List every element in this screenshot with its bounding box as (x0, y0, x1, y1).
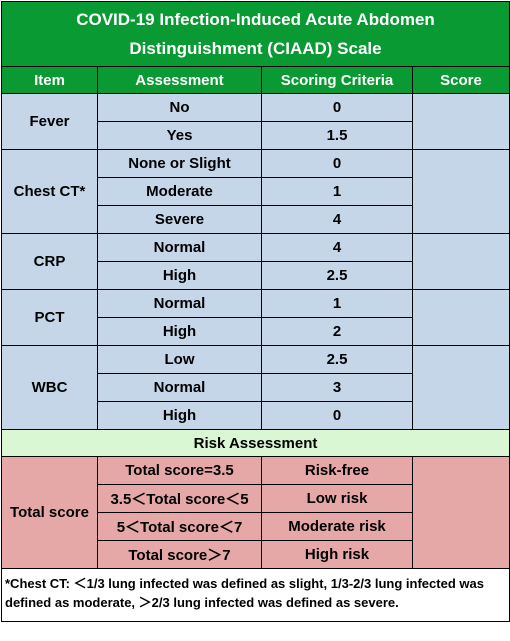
risk-header-row: Risk Assessment (0, 429, 510, 457)
criteria-cell: 2 (261, 317, 413, 346)
item-cell: Chest CT* (1, 149, 98, 234)
table-row: Severe 4 (2, 205, 510, 234)
score-cell (411, 93, 510, 150)
risk-assessment-header: Risk Assessment (0, 429, 510, 457)
item-cell: WBC (1, 345, 98, 430)
assessment-cell: Normal (97, 373, 262, 402)
score-cell (411, 345, 510, 430)
assessment-cell: Normal (97, 233, 262, 262)
table-row: CRP Normal 4 (1, 233, 510, 290)
table-row: High 0 (2, 401, 510, 430)
item-cell: PCT (1, 289, 98, 346)
table-row: Chest CT* None or Slight 0 (1, 149, 510, 234)
risk-level-cell: Low risk (261, 484, 413, 513)
title-line-2: Distinguishment (CIAAD) Scale (129, 39, 382, 58)
assessment-cell: No (97, 93, 262, 122)
table-row: High 2 (2, 317, 510, 346)
risk-row: Total score＞7 High risk (2, 540, 510, 569)
score-range-cell: 3.5＜Total score＜5 (97, 484, 262, 513)
assessment-cell: Low (97, 345, 262, 374)
header-item: Item (1, 66, 98, 94)
table-row: WBC Low 2.5 (1, 345, 510, 430)
ciaad-scale-table: COVID-19 Infection-Induced Acute Abdomen… (0, 1, 510, 622)
criteria-cell: 1 (261, 177, 413, 206)
assessment-cell: High (97, 261, 262, 290)
criteria-cell: 1.5 (261, 121, 413, 150)
item-cell: CRP (1, 233, 98, 290)
criteria-cell: 0 (261, 149, 413, 178)
assessment-cell: High (97, 317, 262, 346)
assessment-cell: Normal (97, 289, 262, 318)
table-row: Yes 1.5 (2, 121, 510, 150)
assessment-cell: Moderate (97, 177, 262, 206)
table-row: PCT Normal 1 (1, 289, 510, 346)
header-scoring-criteria: Scoring Criteria (261, 66, 413, 94)
criteria-cell: 4 (261, 233, 413, 262)
footnote-row: *Chest CT: ＜1/3 lung infected was define… (0, 568, 510, 622)
assessment-cell: None or Slight (97, 149, 262, 178)
table-row: High 2.5 (2, 261, 510, 290)
criteria-cell: 2.5 (261, 345, 413, 374)
table-row: Normal 3 (2, 373, 510, 402)
criteria-cell: 0 (261, 93, 413, 122)
risk-level-cell: High risk (261, 540, 413, 569)
table-title: COVID-19 Infection-Induced Acute Abdomen… (0, 1, 510, 67)
criteria-cell: 2.5 (261, 261, 413, 290)
risk-level-cell: Moderate risk (261, 512, 413, 541)
table-row: Fever No 0 (1, 93, 510, 150)
score-range-cell: 5＜Total score＜7 (97, 512, 262, 541)
risk-row: 5＜Total score＜7 Moderate risk (2, 512, 510, 541)
risk-row: Total score Total score=3.5 Risk-free (1, 456, 510, 569)
total-score-label: Total score (1, 456, 98, 569)
footnote: *Chest CT: ＜1/3 lung infected was define… (0, 568, 510, 622)
assessment-cell: Severe (97, 205, 262, 234)
title-line-1: COVID-19 Infection-Induced Acute Abdomen (76, 10, 435, 29)
criteria-cell: 0 (261, 401, 413, 430)
risk-level-cell: Risk-free (261, 456, 413, 485)
criteria-cell: 4 (261, 205, 413, 234)
score-cell (411, 289, 510, 346)
assessment-cell: High (97, 401, 262, 430)
assessment-cell: Yes (97, 121, 262, 150)
header-row: Item Assessment Scoring Criteria Score (1, 66, 510, 94)
criteria-cell: 1 (261, 289, 413, 318)
item-cell: Fever (1, 93, 98, 150)
header-score: Score (411, 66, 510, 94)
score-cell (411, 233, 510, 290)
score-cell (411, 149, 510, 234)
header-assessment: Assessment (97, 66, 262, 94)
score-range-cell: Total score=3.5 (97, 456, 262, 485)
total-score-value-cell (411, 456, 510, 569)
score-range-cell: Total score＞7 (97, 540, 262, 569)
criteria-cell: 3 (261, 373, 413, 402)
